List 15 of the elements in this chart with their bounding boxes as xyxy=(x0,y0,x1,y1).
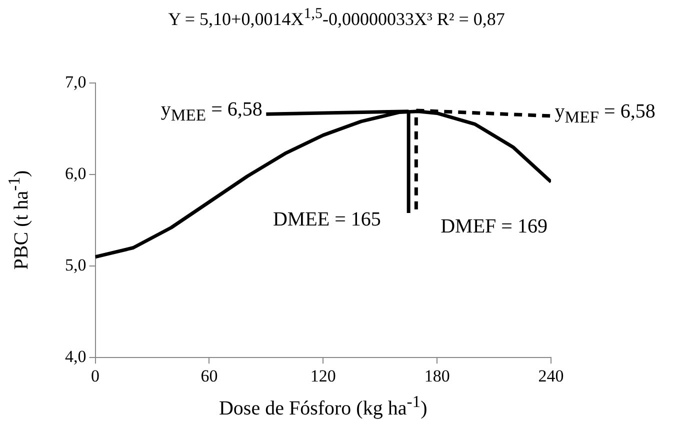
text: y$_{MEF}$ = 6,58 xyxy=(554,100,656,128)
chart-title: Y = 5,10+0,0014X$^{1,5}$-0,00000033X³ R² = 0,87 xyxy=(167,6,506,30)
x-tick-label: 120 xyxy=(310,366,336,386)
annotation: DMEE = 165 xyxy=(272,208,381,232)
annotation: DMEF = 169 xyxy=(440,215,548,238)
y-tick-label: 5,0 xyxy=(65,256,86,275)
y-tick-label: 6,0 xyxy=(65,164,86,183)
x-tick-label: 0 xyxy=(91,366,100,386)
annotation: y$_{MEE}$ = 6,58 xyxy=(160,98,262,126)
y-tick-label: 7,0 xyxy=(65,72,86,92)
x-tick-label: 240 xyxy=(538,366,564,386)
x-axis-title: Dose de Fósforo (kg ha$^{-1}$) xyxy=(218,392,428,421)
x-tick-label: 60 xyxy=(200,366,218,386)
x-tick-label: 180 xyxy=(424,366,450,386)
y-tick-label: 4,0 xyxy=(65,347,86,366)
